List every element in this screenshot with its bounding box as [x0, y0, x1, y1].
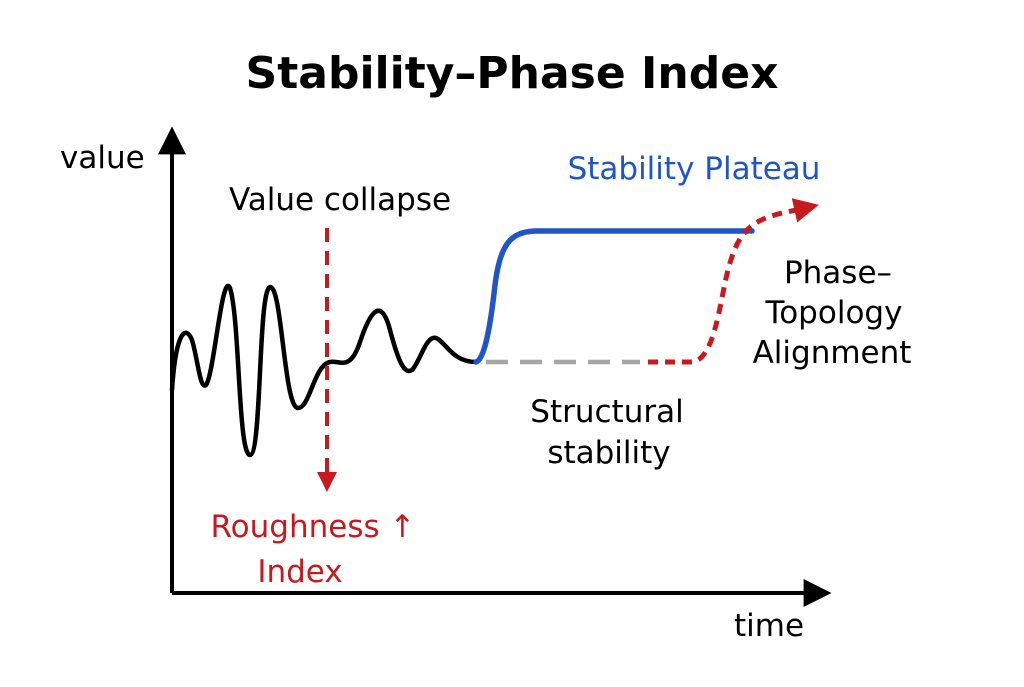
- phase-topology-curve: [648, 198, 819, 365]
- page-title: Stability–Phase Index: [246, 48, 779, 99]
- phase-topology-label-line2: Topology: [765, 295, 903, 331]
- stability-plateau-curve: [473, 228, 755, 365]
- structural-stability-label-line2: stability: [547, 435, 670, 471]
- value-collapse-label: Value collapse: [229, 182, 451, 218]
- roughness-label-line1: Roughness ↑: [211, 509, 416, 545]
- y-axis-label: value: [60, 140, 145, 176]
- structural-stability-label-line1: Structural: [530, 394, 683, 430]
- phase-topology-label-line1: Phase–: [784, 255, 892, 291]
- stability-plateau-label: Stability Plateau: [568, 151, 821, 187]
- oscillating-signal: [169, 283, 479, 458]
- x-axis-label: time: [734, 608, 804, 644]
- roughness-label-line2: Index: [257, 554, 342, 590]
- phase-topology-label-line3: Alignment: [753, 335, 912, 371]
